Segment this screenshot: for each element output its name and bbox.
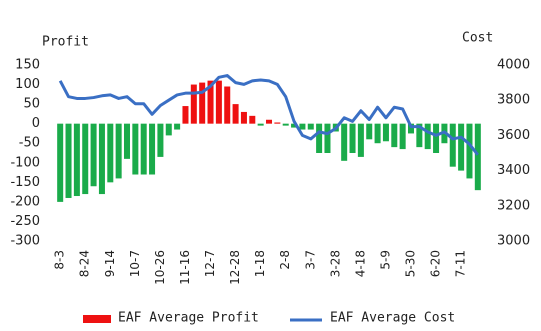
bar bbox=[149, 123, 156, 175]
bar bbox=[366, 123, 373, 140]
legend-swatch bbox=[83, 315, 111, 323]
x-tick-label: 6-20 bbox=[429, 250, 443, 277]
y-tick-label: 50 bbox=[23, 97, 40, 112]
bar bbox=[249, 115, 256, 124]
x-tick-label: 12-28 bbox=[228, 250, 242, 285]
x-tick-label: 8-24 bbox=[78, 250, 92, 277]
bar bbox=[157, 123, 164, 157]
x-tick-label: 3-7 bbox=[303, 250, 317, 270]
bar bbox=[299, 123, 306, 130]
bar bbox=[140, 123, 147, 175]
bar bbox=[73, 123, 80, 197]
bar bbox=[449, 123, 456, 167]
bar bbox=[182, 106, 189, 124]
y-tick-label: -150 bbox=[10, 175, 40, 190]
y-tick-label: -200 bbox=[10, 194, 40, 209]
y-tick-label: 0 bbox=[32, 116, 40, 131]
bar bbox=[424, 123, 431, 150]
bar bbox=[416, 123, 423, 148]
bar bbox=[215, 80, 222, 124]
y-tick-label: -300 bbox=[10, 234, 40, 249]
bar bbox=[349, 123, 356, 153]
bar bbox=[240, 111, 247, 124]
x-tick-label: 7-11 bbox=[454, 250, 468, 277]
y2-tick-label: 3200 bbox=[497, 198, 530, 213]
y-tick-label: -50 bbox=[19, 136, 40, 151]
x-tick-label: 3-28 bbox=[328, 250, 342, 277]
bar bbox=[199, 82, 206, 124]
bar bbox=[165, 123, 172, 136]
bar bbox=[98, 123, 105, 195]
bar bbox=[324, 123, 331, 153]
bar bbox=[391, 123, 398, 148]
bar bbox=[123, 123, 131, 159]
x-tick-label: 2-8 bbox=[278, 250, 292, 270]
bar bbox=[57, 123, 64, 202]
bar bbox=[190, 84, 197, 124]
bar bbox=[316, 123, 323, 153]
bar bbox=[90, 123, 97, 187]
bar bbox=[433, 123, 440, 153]
y-axis-title: Profit bbox=[42, 35, 89, 50]
y2-axis-title: Cost bbox=[462, 31, 493, 46]
bar bbox=[291, 123, 298, 128]
bar bbox=[341, 123, 348, 161]
bar bbox=[466, 123, 473, 179]
bar bbox=[399, 123, 406, 150]
x-tick-label: 10-7 bbox=[128, 250, 142, 277]
x-tick-label: 8-3 bbox=[53, 250, 67, 270]
y-tick-label: -250 bbox=[10, 214, 40, 229]
bar bbox=[174, 123, 181, 130]
bar bbox=[274, 122, 281, 124]
legend-label: EAF Average Profit bbox=[118, 311, 259, 326]
bar bbox=[458, 123, 465, 171]
bar bbox=[232, 104, 239, 124]
bar bbox=[207, 80, 214, 124]
y2-tick-label: 3800 bbox=[497, 93, 530, 108]
bar bbox=[474, 123, 481, 191]
bar bbox=[374, 123, 381, 144]
x-tick-label: 11-16 bbox=[178, 250, 192, 285]
y-tick-label: -100 bbox=[10, 155, 40, 170]
y-tick-label: 150 bbox=[15, 58, 40, 73]
bar bbox=[407, 123, 415, 134]
y2-tick-label: 3600 bbox=[497, 128, 530, 143]
x-tick-label: 5-9 bbox=[378, 250, 392, 270]
y2-tick-label: 3400 bbox=[497, 163, 530, 178]
bar bbox=[107, 123, 114, 183]
x-tick-label: 4-18 bbox=[353, 250, 367, 277]
bar bbox=[265, 119, 273, 124]
bar bbox=[115, 123, 122, 179]
line bbox=[58, 74, 480, 156]
bar bbox=[65, 123, 72, 198]
bar bbox=[132, 123, 139, 175]
bar bbox=[357, 123, 364, 157]
bar bbox=[282, 123, 289, 126]
bar bbox=[224, 86, 231, 124]
bar bbox=[307, 123, 314, 130]
y2-tick-label: 4000 bbox=[497, 58, 530, 73]
x-tick-label: 10-26 bbox=[153, 250, 167, 285]
bar bbox=[382, 123, 389, 142]
y2-tick-label: 3000 bbox=[497, 234, 530, 249]
x-tick-label: 9-14 bbox=[103, 250, 117, 277]
legend-label: EAF Average Cost bbox=[330, 311, 455, 326]
x-tick-label: 1-18 bbox=[253, 250, 267, 277]
bar bbox=[82, 123, 89, 195]
y-tick-label: 100 bbox=[15, 77, 40, 92]
bar bbox=[257, 123, 264, 126]
x-tick-label: 5-30 bbox=[404, 250, 418, 277]
x-tick-label: 12-7 bbox=[203, 250, 217, 277]
